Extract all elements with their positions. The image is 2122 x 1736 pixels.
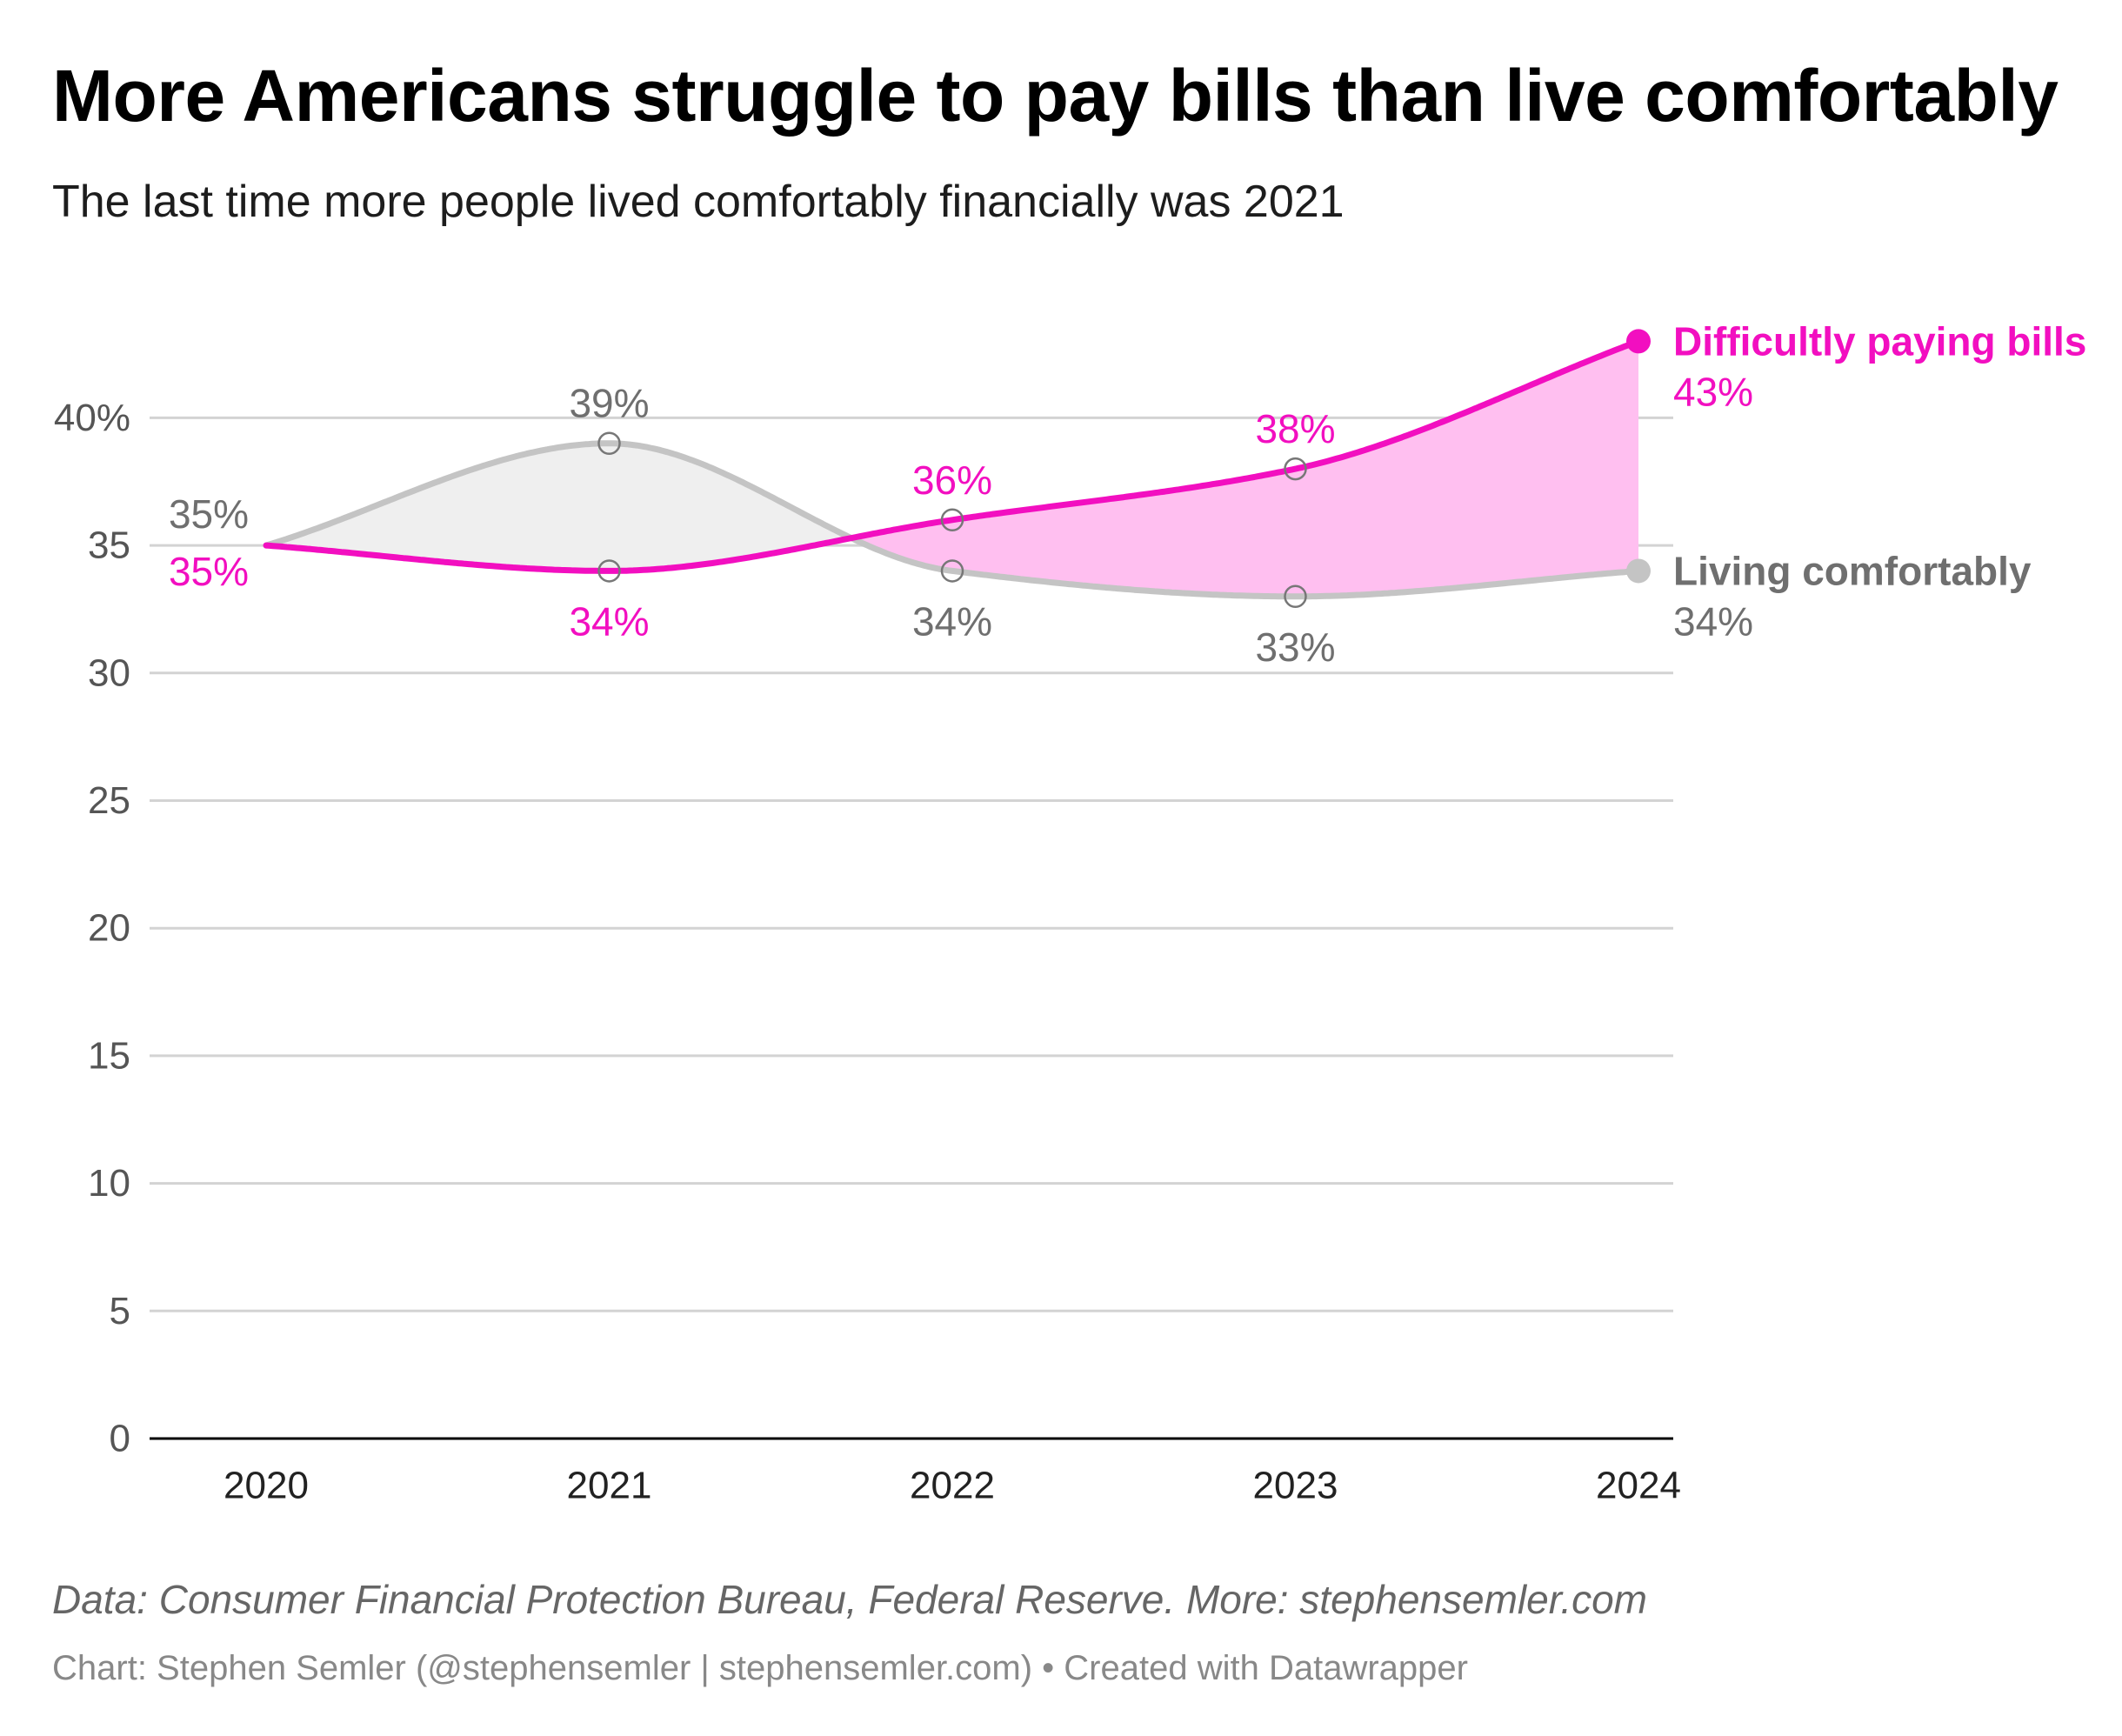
data-label-difficulty-paying-bills: 38% (1255, 406, 1335, 451)
data-label-difficulty-paying-bills: 36% (912, 457, 992, 503)
chart-byline: Chart: Stephen Semler (@stephensemler | … (52, 1649, 1468, 1687)
series-label-living-comfortably: Living comfortably (1673, 548, 2032, 593)
x-tick-label: 2021 (567, 1465, 652, 1507)
area-pay-above (852, 341, 1638, 597)
point-difficulty-paying-bills-end (1626, 329, 1651, 354)
y-tick-label: 0 (110, 1418, 130, 1460)
y-tick-label: 15 (88, 1034, 130, 1077)
line-living-comfortably (263, 440, 1642, 600)
point-difficulty-paying-bills (597, 559, 621, 583)
point-living-comfortably (940, 559, 964, 583)
point-living-comfortably (597, 431, 621, 455)
series-label-difficulty-paying-bills: Difficultly paying bills (1673, 318, 2086, 364)
x-tick-label: 2024 (1596, 1465, 1681, 1507)
point-living-comfortably-end (1626, 558, 1651, 584)
x-tick-label: 2020 (224, 1465, 309, 1507)
area-comfortable-above (266, 443, 850, 571)
data-label-living-comfortably: 34% (1673, 598, 1753, 644)
point-difficulty-paying-bills (940, 508, 964, 532)
y-tick-label: 20 (88, 907, 130, 950)
y-tick-label: 10 (88, 1162, 130, 1205)
x-tick-label: 2022 (910, 1465, 995, 1507)
data-label-difficulty-paying-bills: 43% (1673, 369, 1753, 414)
y-tick-label: 40% (54, 397, 130, 439)
y-tick-label: 30 (88, 651, 130, 694)
chart-title: More Americans struggle to pay bills tha… (52, 55, 2059, 137)
line-difficulty-paying-bills (263, 337, 1642, 574)
data-label-living-comfortably: 35% (169, 491, 249, 537)
point-living-comfortably (1284, 584, 1307, 609)
point-difficulty-paying-bills (1284, 457, 1307, 481)
x-tick-label: 2023 (1253, 1465, 1338, 1507)
data-label-difficulty-paying-bills: 34% (569, 598, 649, 644)
y-tick-label: 35 (88, 524, 130, 567)
chart-source-notes: Data: Consumer Financial Protection Bure… (52, 1577, 1648, 1622)
data-label-living-comfortably: 34% (912, 598, 992, 644)
y-tick-label: 5 (110, 1290, 130, 1332)
data-label-living-comfortably: 33% (1255, 624, 1335, 670)
chart-subtitle: The last time more people lived comforta… (52, 177, 1345, 227)
y-tick-label: 25 (88, 779, 130, 822)
data-label-living-comfortably: 39% (569, 381, 649, 426)
data-label-difficulty-paying-bills: 35% (169, 549, 249, 594)
